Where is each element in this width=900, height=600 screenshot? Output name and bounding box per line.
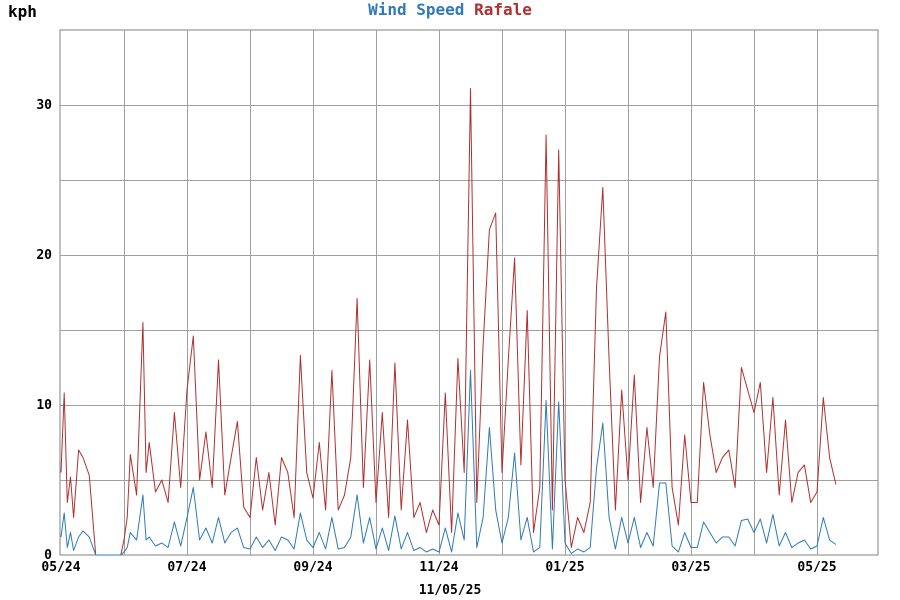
x-tick-label: 03/25 [671,560,710,575]
x-tick-label: 05/24 [41,560,80,575]
series-line-rafale [60,88,837,556]
legend-rafale: Rafale [474,0,532,19]
y-unit-label: kph [8,2,37,21]
x-tick-label: 01/25 [545,560,584,575]
plot-frame [59,29,879,556]
date-stamp: 11/05/25 [418,583,482,598]
y-tick-label: 10 [36,398,52,413]
y-tick-label: 0 [44,548,52,563]
legend-wind-speed: Wind Speed [368,0,465,19]
series-line-wind-speed [60,370,837,556]
chart-ticks: 0 10 20 30 05/24 07/24 09/24 11/24 01/25 03/25 05/… [36,98,836,575]
chart-legend: Wind Speed Rafale [0,0,900,20]
y-tick-label: 20 [36,248,52,263]
x-tick-label: 07/24 [167,560,206,575]
x-tick-label: 09/24 [293,560,332,575]
x-tick-label: 05/25 [797,560,836,575]
chart-grid [59,29,879,556]
chart-series [60,88,837,556]
y-tick-label: 30 [36,98,52,113]
x-tick-label: 11/24 [419,560,458,575]
